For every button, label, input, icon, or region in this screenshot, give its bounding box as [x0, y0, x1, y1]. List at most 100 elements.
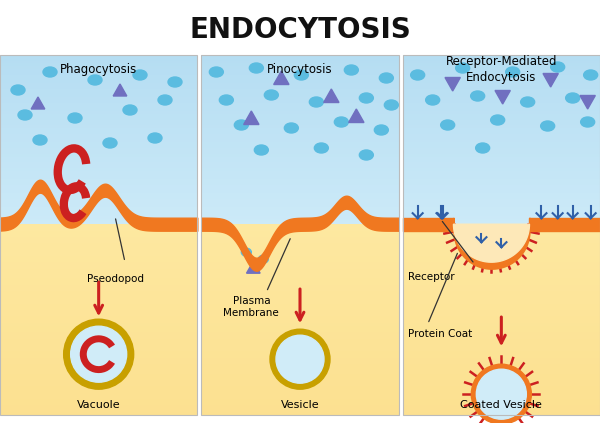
Bar — [0, 106, 197, 109]
Bar — [202, 345, 398, 349]
Bar — [202, 63, 398, 67]
Bar — [202, 170, 398, 174]
Bar — [0, 320, 197, 323]
Bar — [0, 352, 197, 355]
Bar — [403, 399, 600, 403]
Bar — [403, 111, 600, 115]
Bar — [202, 240, 398, 244]
Bar — [202, 111, 398, 115]
Bar — [403, 358, 600, 361]
Bar — [403, 313, 600, 317]
Bar — [202, 55, 398, 58]
Bar — [202, 58, 398, 61]
Ellipse shape — [68, 113, 82, 123]
Ellipse shape — [259, 255, 268, 263]
Bar — [403, 320, 600, 323]
Polygon shape — [454, 224, 529, 262]
Bar — [403, 367, 600, 371]
Bar — [0, 207, 197, 211]
Bar — [202, 94, 398, 98]
Text: Receptor-Mediated
Endocytosis: Receptor-Mediated Endocytosis — [446, 55, 557, 83]
Bar — [403, 86, 600, 89]
Bar — [0, 221, 197, 225]
Bar — [202, 165, 398, 168]
Bar — [202, 339, 398, 342]
Bar — [403, 165, 600, 168]
Bar — [403, 300, 600, 304]
Bar — [202, 106, 398, 109]
Bar — [0, 247, 197, 250]
Bar — [0, 374, 197, 377]
Bar — [0, 358, 197, 361]
Bar — [0, 179, 197, 182]
Bar — [0, 310, 197, 314]
Bar — [403, 285, 600, 288]
Ellipse shape — [344, 65, 358, 75]
Text: Plasma
Membrane: Plasma Membrane — [223, 296, 279, 318]
Bar — [202, 157, 398, 160]
Bar — [0, 154, 197, 157]
Bar — [202, 237, 398, 241]
Ellipse shape — [359, 93, 373, 103]
Polygon shape — [445, 77, 460, 91]
Bar — [403, 364, 600, 368]
Bar — [403, 162, 600, 165]
Bar — [202, 103, 398, 106]
Bar — [0, 66, 197, 70]
Bar — [403, 335, 600, 339]
Bar — [202, 199, 398, 202]
Bar — [0, 237, 197, 241]
Polygon shape — [543, 74, 559, 87]
Bar — [403, 154, 600, 157]
Bar — [0, 94, 197, 98]
Bar — [403, 354, 600, 358]
Bar — [202, 275, 398, 279]
Bar — [202, 221, 398, 225]
Bar — [0, 399, 197, 403]
Circle shape — [64, 319, 134, 389]
Bar — [202, 204, 398, 208]
Bar — [0, 259, 197, 263]
Bar — [202, 231, 398, 234]
Bar — [202, 89, 398, 92]
Ellipse shape — [284, 123, 298, 133]
Bar — [0, 323, 197, 327]
Bar — [0, 83, 197, 87]
Bar — [403, 250, 600, 253]
Bar — [202, 117, 398, 121]
Bar — [0, 367, 197, 371]
Bar — [403, 234, 600, 237]
Bar — [403, 106, 600, 109]
Bar — [0, 345, 197, 349]
Bar — [0, 335, 197, 339]
Ellipse shape — [291, 363, 299, 369]
Bar — [0, 187, 197, 191]
Bar — [0, 234, 197, 237]
Bar — [403, 339, 600, 342]
Bar — [0, 326, 197, 330]
Bar — [202, 143, 398, 146]
Bar — [403, 329, 600, 333]
Ellipse shape — [470, 91, 485, 101]
Bar — [403, 345, 600, 349]
Ellipse shape — [314, 143, 328, 153]
Bar — [403, 402, 600, 406]
Ellipse shape — [209, 67, 223, 77]
Bar — [0, 143, 197, 146]
Bar — [202, 187, 398, 191]
Ellipse shape — [476, 143, 490, 153]
Ellipse shape — [148, 133, 162, 143]
Ellipse shape — [88, 75, 102, 85]
Bar — [202, 202, 398, 205]
Polygon shape — [274, 71, 289, 85]
Bar — [0, 348, 197, 352]
Bar — [403, 66, 600, 70]
Bar — [202, 128, 398, 132]
Bar — [403, 278, 600, 282]
Bar — [202, 281, 398, 285]
Bar — [202, 100, 398, 104]
Bar — [0, 120, 197, 123]
Bar — [403, 409, 600, 412]
Ellipse shape — [289, 350, 297, 356]
Bar — [0, 86, 197, 89]
